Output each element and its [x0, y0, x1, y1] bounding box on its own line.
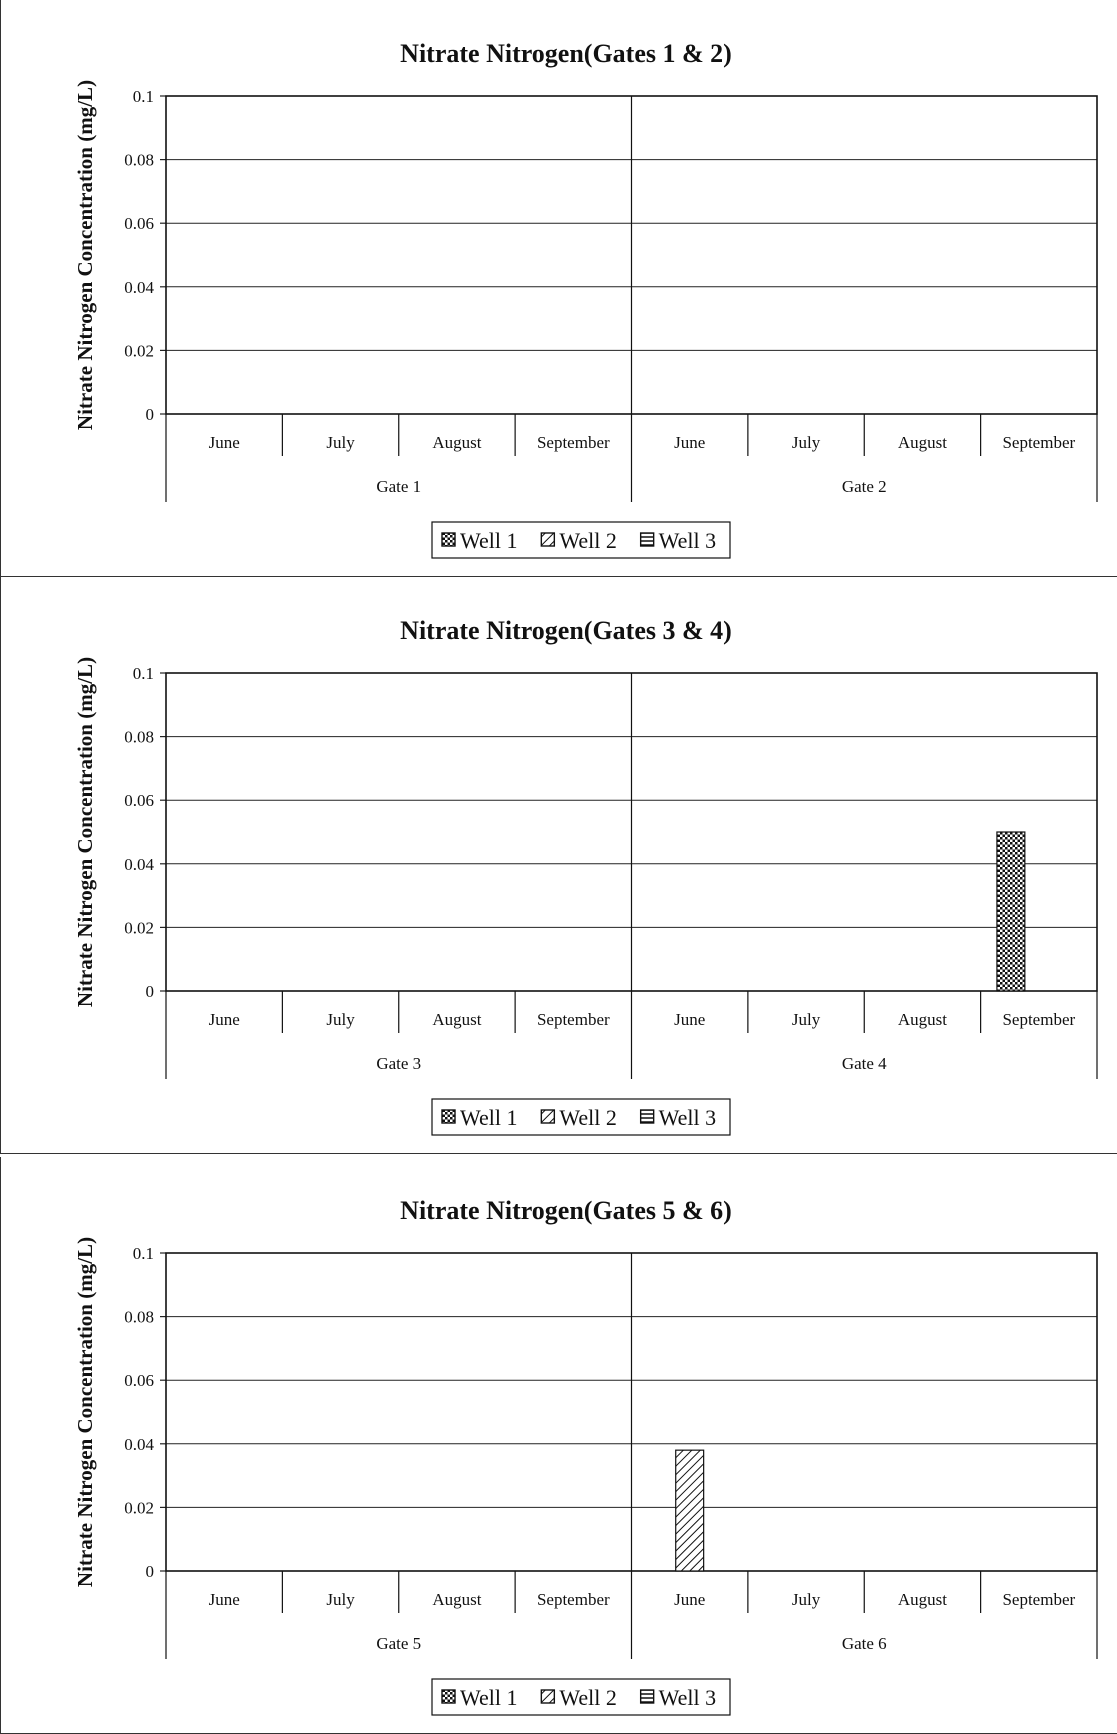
x-tick-label: August [432, 433, 481, 452]
x-tick-label: September [537, 433, 610, 452]
x-tick-label: August [432, 1010, 481, 1029]
x-tick-label: September [1002, 1010, 1075, 1029]
y-tick-label: 0 [146, 982, 155, 1001]
x-tick-label: August [432, 1590, 481, 1609]
legend-swatch-well-2 [540, 532, 556, 547]
chart-svg: Nitrate Nitrogen(Gates 5 & 6) Nitrate Nit… [0, 1157, 1117, 1734]
y-tick-label: 0.02 [124, 341, 154, 360]
x-tick-label: July [326, 1590, 355, 1609]
legend-box [431, 1098, 731, 1136]
x-tick-label: June [209, 1010, 240, 1029]
legend-label: Well 2 [559, 1685, 617, 1710]
y-tick-label: 0.08 [124, 1308, 154, 1327]
y-axis-label: Nitrate Nitrogen Concentration (mg/L) [73, 657, 97, 1007]
y-tick-label: 0 [146, 405, 155, 424]
x-tick-label: July [792, 1590, 821, 1609]
legend-label: Well 3 [659, 1685, 717, 1710]
legend-label: Well 1 [460, 528, 518, 553]
x-tick-label: July [326, 1010, 355, 1029]
group-label: Gate 4 [842, 1054, 887, 1073]
legend-label: Well 1 [460, 1685, 518, 1710]
x-tick-label: June [674, 1590, 705, 1609]
x-tick-label: June [209, 1590, 240, 1609]
y-tick-label: 0.04 [124, 278, 154, 297]
x-tick-label: August [898, 1590, 947, 1609]
legend-swatch-well-3 [639, 532, 655, 547]
legend-swatch-well-1 [441, 1109, 456, 1124]
y-tick-label: 0.1 [133, 664, 154, 683]
y-tick-label: 0.04 [124, 1435, 154, 1454]
y-tick-label: 0.08 [124, 151, 154, 170]
x-tick-label: August [898, 433, 947, 452]
chart-svg: Nitrate Nitrogen(Gates 3 & 4) Nitrate Nit… [0, 577, 1117, 1154]
legend-box [431, 1678, 731, 1716]
x-tick-label: July [792, 1010, 821, 1029]
legend-label: Well 2 [559, 528, 617, 553]
legend-swatch-well-3 [639, 1689, 655, 1704]
x-tick-label: June [674, 1010, 705, 1029]
legend-swatch-well-2 [540, 1689, 556, 1704]
chart-panel-1: Nitrate Nitrogen(Gates 1 & 2) Nitrate Nit… [0, 0, 1117, 577]
legend-swatch-well-2 [540, 1109, 556, 1124]
legend-swatch-well-3 [639, 1109, 655, 1124]
legend-label: Well 2 [559, 1105, 617, 1130]
legend-swatch-well-1 [441, 532, 456, 547]
x-tick-label: September [1002, 433, 1075, 452]
group-label: Gate 6 [842, 1634, 887, 1653]
group-label: Gate 2 [842, 477, 887, 496]
y-tick-label: 0.1 [133, 87, 154, 106]
legend-label: Well 3 [659, 1105, 717, 1130]
y-tick-label: 0.06 [124, 791, 154, 810]
y-tick-label: 0.02 [124, 1498, 154, 1517]
chart-title: Nitrate Nitrogen(Gates 1 & 2) [400, 39, 732, 68]
chart-panel-3: Nitrate Nitrogen(Gates 5 & 6) Nitrate Nit… [0, 1157, 1117, 1734]
y-tick-label: 0.08 [124, 728, 154, 747]
legend-label: Well 1 [460, 1105, 518, 1130]
chart-svg: Nitrate Nitrogen(Gates 1 & 2) Nitrate Nit… [0, 0, 1117, 577]
y-tick-label: 0.04 [124, 855, 154, 874]
bar-well-1 [996, 831, 1026, 992]
x-tick-label: June [674, 433, 705, 452]
legend-label: Well 3 [659, 528, 717, 553]
x-tick-label: September [537, 1590, 610, 1609]
y-axis-label: Nitrate Nitrogen Concentration (mg/L) [73, 80, 97, 430]
group-label: Gate 5 [376, 1634, 421, 1653]
bar-well-2 [675, 1449, 705, 1572]
x-tick-label: September [1002, 1590, 1075, 1609]
x-tick-label: July [792, 433, 821, 452]
y-tick-label: 0 [146, 1562, 155, 1581]
chart-title: Nitrate Nitrogen(Gates 3 & 4) [400, 616, 732, 645]
group-label: Gate 1 [376, 477, 421, 496]
x-tick-label: June [209, 433, 240, 452]
y-tick-label: 0.1 [133, 1244, 154, 1263]
x-tick-label: July [326, 433, 355, 452]
group-label: Gate 3 [376, 1054, 421, 1073]
chart-title: Nitrate Nitrogen(Gates 5 & 6) [400, 1196, 732, 1225]
x-tick-label: August [898, 1010, 947, 1029]
chart-panel-2: Nitrate Nitrogen(Gates 3 & 4) Nitrate Nit… [0, 577, 1117, 1154]
y-tick-label: 0.02 [124, 918, 154, 937]
y-axis-label: Nitrate Nitrogen Concentration (mg/L) [73, 1237, 97, 1587]
legend-box [431, 521, 731, 559]
legend-swatch-well-1 [441, 1689, 456, 1704]
y-tick-label: 0.06 [124, 1371, 154, 1390]
y-tick-label: 0.06 [124, 214, 154, 233]
x-tick-label: September [537, 1010, 610, 1029]
